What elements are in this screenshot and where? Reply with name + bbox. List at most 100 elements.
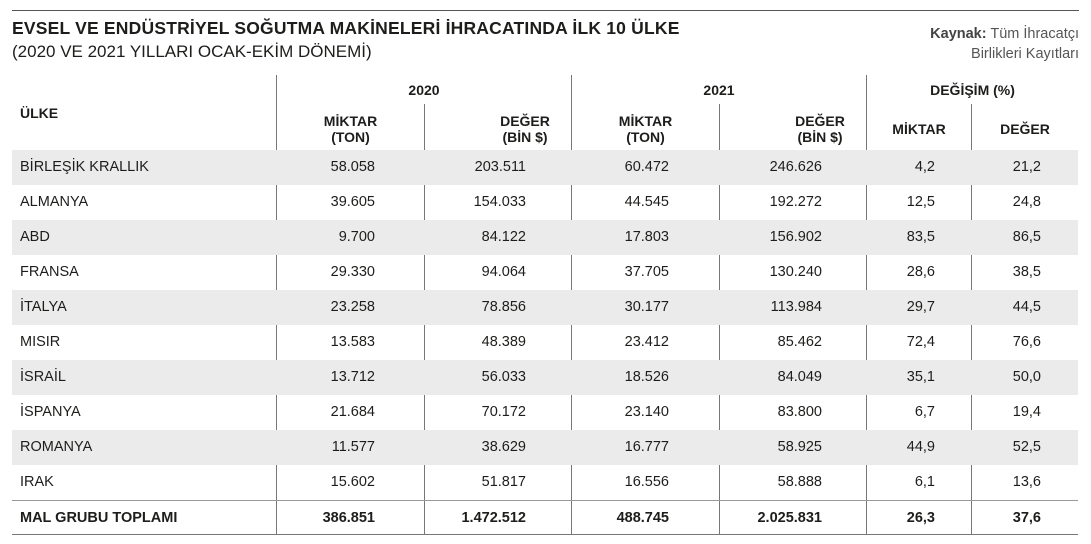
header-qty-2020: MİKTAR (TON): [277, 113, 424, 145]
cell-country: İSRAİL: [20, 369, 66, 385]
cell-qty-2020: 39.605: [330, 194, 375, 210]
table-row: ABD 9.700 84.122 17.803 156.902 83,5 86,5: [12, 220, 1078, 255]
cell-qty-2020: 13.712: [330, 369, 375, 385]
cell-qty-2020: 386.851: [322, 510, 375, 526]
cell-country: MISIR: [20, 334, 61, 350]
cell-change-value: 37,6: [1012, 510, 1041, 526]
cell-value-2021: 85.462: [777, 334, 822, 350]
cell-qty-2020: 58.058: [330, 159, 375, 175]
cell-value-2021: 58.925: [777, 439, 822, 455]
cell-country: FRANSA: [20, 264, 79, 280]
cell-value-2021: 83.800: [777, 404, 822, 420]
cell-change-value: 38,5: [1012, 264, 1041, 280]
cell-qty-2021: 44.545: [624, 194, 669, 210]
cell-value-2020: 70.172: [481, 404, 526, 420]
cell-value-2021: 156.902: [769, 229, 822, 245]
cell-value-2020: 84.122: [481, 229, 526, 245]
header-country: ÜLKE: [20, 105, 59, 121]
header-qty-label: MİKTAR: [618, 113, 673, 129]
cell-change-qty: 6,1: [914, 474, 935, 490]
cell-value-2020: 78.856: [481, 299, 526, 315]
cell-country: BİRLEŞİK KRALLIK: [20, 159, 149, 175]
header-qty-unit: (TON): [331, 129, 370, 145]
table-row: ROMANYA 11.577 38.629 16.777 58.925 44,9 52,5: [12, 430, 1078, 465]
table-row: MISIR 13.583 48.389 23.412 85.462 72,4 76,6: [12, 325, 1078, 360]
cell-value-2020: 38.629: [481, 439, 526, 455]
cell-value-2021: 192.272: [769, 194, 822, 210]
header-year-2021: 2021: [703, 82, 735, 98]
cell-value-2020: 203.511: [474, 159, 526, 175]
cell-change-value: 50,0: [1012, 369, 1041, 385]
cell-qty-2021: 17.803: [624, 229, 669, 245]
cell-qty-2021: 23.140: [624, 404, 669, 420]
cell-country: ABD: [20, 229, 50, 245]
header-val-label: DEĞER: [500, 113, 550, 129]
cell-change-qty: 29,7: [906, 299, 935, 315]
cell-change-value: 19,4: [1012, 404, 1041, 420]
cell-qty-2020: 23.258: [330, 299, 375, 315]
cell-change-qty: 26,3: [906, 510, 935, 526]
header-qty-2021: MİKTAR (TON): [572, 113, 719, 145]
cell-change-qty: 83,5: [906, 229, 935, 245]
cell-change-qty: 4,2: [914, 159, 935, 175]
header-change: DEĞİŞİM (%): [930, 82, 1015, 98]
top-rule: [12, 10, 1079, 11]
table-row: BİRLEŞİK KRALLIK 58.058 203.511 60.472 246.6…: [12, 150, 1078, 185]
header-val-unit: (BİN $): [797, 129, 843, 145]
cell-value-2020: 154.033: [473, 194, 526, 210]
page-title: EVSEL VE ENDÜSTRİYEL SOĞUTMA MAKİNELERİ …: [12, 18, 680, 38]
cell-value-2021: 2.025.831: [757, 510, 822, 526]
header-qty-unit: (TON): [626, 129, 665, 145]
header-val-label: DEĞER: [795, 113, 845, 129]
cell-qty-2020: 29.330: [330, 264, 375, 280]
source-note: Kaynak: Tüm İhracatçı Birlikleri Kayıtla…: [930, 24, 1079, 64]
cell-value-2021: 130.240: [769, 264, 822, 280]
table-row: İSPANYA 21.684 70.172 23.140 83.800 6,7 19,4: [12, 395, 1078, 430]
header-val-unit: (BİN $): [502, 129, 548, 145]
cell-qty-2020: 13.583: [330, 334, 375, 350]
source-label: Kaynak:: [930, 26, 987, 42]
cell-change-value: 21,2: [1012, 159, 1041, 175]
cell-change-qty: 44,9: [906, 439, 935, 455]
cell-value-2021: 246.626: [769, 159, 822, 175]
table-row: IRAK 15.602 51.817 16.556 58.888 6,1 13,6: [12, 465, 1078, 500]
cell-change-qty: 35,1: [906, 369, 935, 385]
cell-change-qty: 72,4: [906, 334, 935, 350]
cell-value-2020: 94.064: [481, 264, 526, 280]
cell-country: IRAK: [20, 474, 54, 490]
cell-change-qty: 28,6: [906, 264, 935, 280]
cell-change-value: 86,5: [1012, 229, 1041, 245]
cell-change-value: 52,5: [1012, 439, 1041, 455]
header-year-2020: 2020: [408, 82, 440, 98]
header-val-2021: DEĞER (BİN $): [720, 113, 920, 145]
page-subtitle: (2020 VE 2021 YILLARI OCAK-EKİM DÖNEMİ): [12, 42, 372, 61]
cell-qty-2021: 23.412: [624, 334, 669, 350]
cell-value-2021: 113.984: [770, 299, 822, 315]
header-change-qty: MİKTAR: [892, 121, 946, 137]
header-change-val: DEĞER: [1000, 121, 1050, 137]
cell-value-2020: 48.389: [481, 334, 526, 350]
cell-change-value: 13,6: [1012, 474, 1041, 490]
cell-value-2021: 58.888: [777, 474, 822, 490]
cell-qty-2020: 21.684: [330, 404, 375, 420]
cell-change-qty: 12,5: [906, 194, 935, 210]
cell-qty-2021: 18.526: [624, 369, 669, 385]
source-line-1: Tüm İhracatçı: [990, 26, 1079, 42]
header-qty-label: MİKTAR: [323, 113, 378, 129]
cell-qty-2021: 16.556: [624, 474, 669, 490]
cell-qty-2021: 37.705: [624, 264, 669, 280]
table-row: ALMANYA 39.605 154.033 44.545 192.272 12,5 24,…: [12, 185, 1078, 220]
cell-country: İTALYA: [20, 299, 67, 315]
cell-qty-2021: 16.777: [624, 439, 669, 455]
cell-qty-2021: 488.745: [616, 510, 669, 526]
table-row: İTALYA 23.258 78.856 30.177 113.984 29,7 44,5: [12, 290, 1078, 325]
cell-qty-2020: 15.602: [330, 474, 375, 490]
header-val-2020: DEĞER (BİN $): [425, 113, 625, 145]
table-row: FRANSA 29.330 94.064 37.705 130.240 28,6 38,5: [12, 255, 1078, 290]
cell-qty-2020: 9.700: [338, 229, 375, 245]
source-line-2: Birlikleri Kayıtları: [971, 46, 1079, 62]
cell-country: ALMANYA: [20, 194, 89, 210]
cell-change-value: 44,5: [1012, 299, 1041, 315]
cell-country: MAL GRUBU TOPLAMI: [20, 510, 178, 526]
cell-change-value: 24,8: [1012, 194, 1041, 210]
